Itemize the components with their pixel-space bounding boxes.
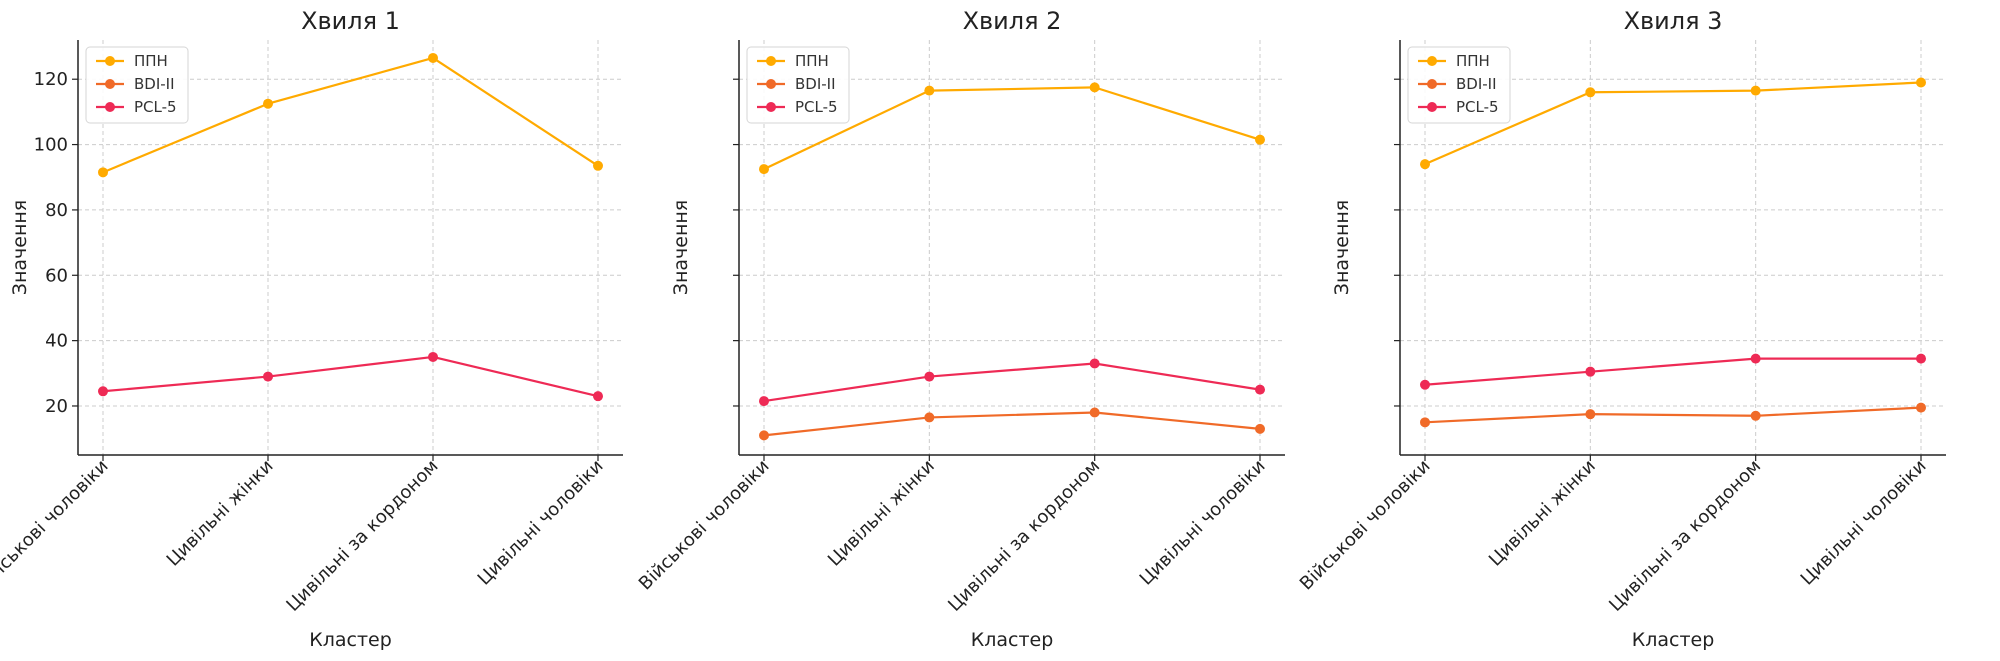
data-point-ППН [1916,77,1926,88]
y-tick-label: 100 [34,135,68,156]
series-line-BDI-II [763,411,1261,437]
legend-label: BDI-II [134,75,175,93]
legend-swatch-marker [766,56,776,66]
data-point-BDI-II [1420,417,1430,428]
legend-label: ППН [795,52,829,70]
x-axis-label: Кластер [971,629,1054,651]
data-point-ППН [1750,85,1761,96]
x-tick-label: Військові чоловіки [635,456,774,595]
legend-label: ППН [1456,52,1490,70]
chart-panel-2: Військові чоловіки Цивільні жінки Цивільні… [635,7,1285,651]
chart-title: Хвиля 1 [301,7,400,35]
legend-label: PCL-5 [795,98,838,116]
legend-swatch-marker [766,102,776,112]
data-point-BDI-II [759,430,769,441]
x-tick-label: Цивільні чоловіки [1136,456,1270,590]
x-tick-label: Цивільні чоловіки [1797,456,1931,590]
legend: ППН BDI-II PCL-5 [85,46,189,124]
legend-swatch-marker [105,79,115,89]
x-tick-label: Цивільні жінки [824,456,939,571]
data-point-ППН [98,167,108,178]
legend: ППН BDI-II PCL-5 [1407,46,1511,124]
x-tick-label: Цивільні за кордоном [1605,456,1765,616]
data-point-ППН [593,160,603,171]
data-point-ППН [1255,134,1265,145]
legend: ППН BDI-II PCL-5 [746,46,850,124]
data-point-ППН [759,164,769,175]
data-point-PCL-5 [1255,384,1265,395]
series-line-PCL-5 [102,355,599,398]
y-tick-label: 80 [45,200,68,221]
legend-label: PCL-5 [134,98,177,116]
data-point-ППН [263,98,273,109]
series-line-ППН [763,86,1261,171]
y-axis-label: Значення [9,200,31,295]
data-point-BDI-II [1255,423,1265,434]
legend-swatch-marker [105,56,115,66]
chart-panel-3: Військові чоловіки Цивільні жінки Цивільні… [1296,7,1946,651]
x-tick-label: Цивільні чоловіки [474,456,608,590]
data-point-BDI-II [924,412,935,423]
x-tick-label: Військові чоловіки [1296,456,1435,595]
data-point-PCL-5 [98,386,108,397]
data-point-BDI-II [1089,407,1100,418]
x-tick-label: Цивільні за кордоном [944,456,1104,616]
x-tick-label: Цивільні за кордоном [282,456,442,616]
series-line-PCL-5 [1424,357,1921,386]
data-point-PCL-5 [1420,379,1430,390]
legend-swatch-marker [766,79,776,89]
data-point-ППН [924,85,935,96]
data-point-PCL-5 [1089,358,1100,369]
legend-label: BDI-II [1456,75,1497,93]
y-tick-label: 120 [34,69,68,90]
data-point-ППН [1585,87,1596,98]
series-line-BDI-II [1424,406,1922,424]
data-point-BDI-II [1585,409,1596,420]
data-point-PCL-5 [1916,353,1926,364]
data-point-ППН [1089,82,1100,93]
series-line-PCL-5 [763,362,1261,403]
data-point-BDI-II [1916,402,1926,413]
data-point-PCL-5 [1585,366,1596,377]
data-point-ППН [1420,159,1430,170]
y-axis-label: Значення [670,200,692,295]
x-axis-label: Кластер [1632,629,1715,651]
x-tick-label: Цивільні жінки [163,456,278,571]
data-point-ППН [428,52,438,63]
legend-swatch-marker [105,102,115,112]
data-point-PCL-5 [593,391,603,402]
data-point-PCL-5 [759,396,769,407]
y-tick-label: 20 [45,396,68,417]
legend-label: BDI-II [795,75,836,93]
x-tick-label: Цивільні жінки [1485,456,1600,571]
data-point-PCL-5 [1750,353,1761,364]
y-tick-label: 60 [45,265,68,286]
data-point-BDI-II [1750,410,1761,421]
chart-panel-1: 20 40 60 80 100 120 Військові чоловіки Цивільні… [0,7,623,651]
legend-label: ППН [134,52,168,70]
legend-swatch-marker [1427,102,1437,112]
data-point-PCL-5 [924,371,935,382]
legend-swatch-marker [1427,56,1437,66]
x-axis-label: Кластер [309,629,392,651]
chart-title: Хвиля 3 [1624,7,1723,35]
data-point-PCL-5 [428,351,438,362]
series-line-ППН [102,56,599,174]
data-point-PCL-5 [263,371,273,382]
legend-label: PCL-5 [1456,98,1499,116]
y-tick-label: 40 [45,331,68,352]
chart-title: Хвиля 2 [963,7,1062,35]
y-axis-label: Значення [1331,200,1353,295]
legend-swatch-marker [1427,79,1437,89]
x-tick-label: Військові чоловіки [0,456,113,595]
series-line-ППН [1424,81,1922,166]
